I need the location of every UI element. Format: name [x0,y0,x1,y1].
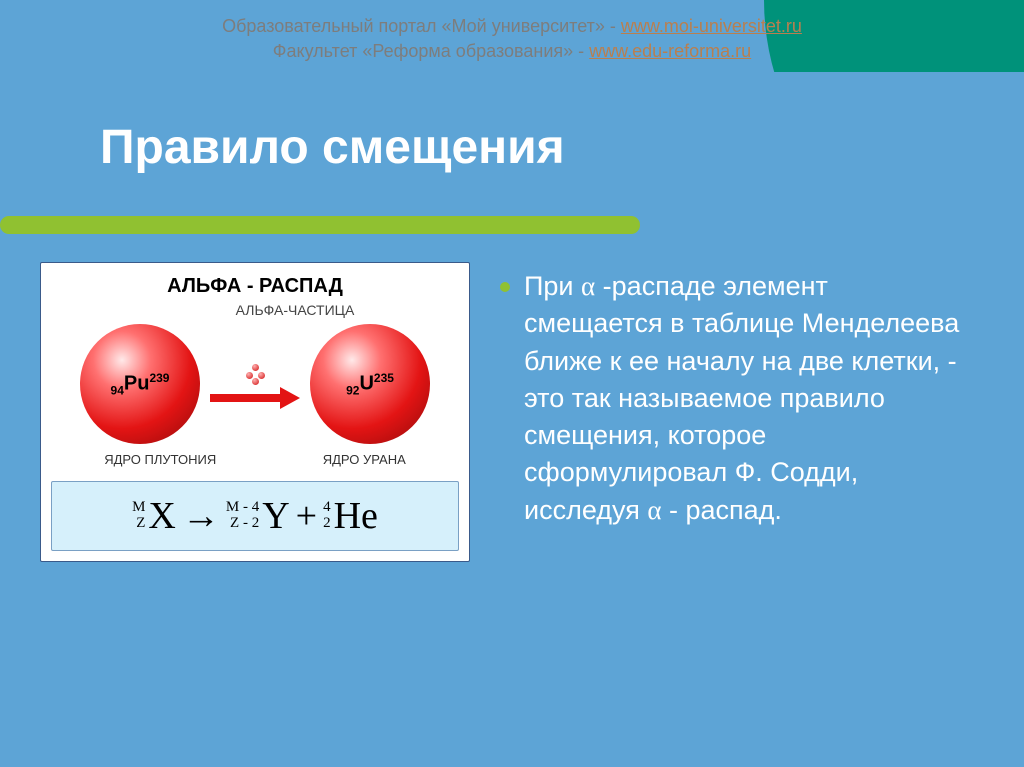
formula-box: MZ X → M - 4Z - 2 Y + 42 He [51,481,459,551]
nucleus-left-label: 94Pu239 [111,371,170,398]
nucleus-right: 92U235 [310,324,430,444]
slide-title: Правило смещения [100,120,565,175]
slide: Образовательный портал «Мой университет»… [0,0,1024,767]
nucleus-left-a: 239 [149,371,169,385]
arrow-icon [210,390,300,406]
content-row: АЛЬФА - РАСПАД АЛЬФА-ЧАСТИЦА 94Pu239 [40,262,974,562]
alpha-particle-icon [238,362,272,386]
nucleus-right-a: 235 [374,371,394,385]
nucleus-left-z: 94 [111,383,124,397]
header-link-2[interactable]: www.edu-reforma.ru [589,41,751,61]
formula-term-1: MZ X [132,494,176,538]
bullet-block: При α -распаде элемент смещается в табли… [500,262,974,562]
bullet-text: При α -распаде элемент смещается в табли… [524,268,974,562]
caption-right: ЯДРО УРАНА [323,452,406,467]
nuclei-captions: ЯДРО ПЛУТОНИЯ ЯДРО УРАНА [51,452,459,467]
nucleus-right-z: 92 [346,383,359,397]
title-underline [0,216,640,234]
diagram-title: АЛЬФА - РАСПАД [51,275,459,298]
arrow-block [210,362,300,406]
nuclei-row: 94Pu239 92U235 [51,324,459,444]
header: Образовательный портал «Мой университет»… [0,0,1024,64]
caption-left: ЯДРО ПЛУТОНИЯ [104,452,216,467]
nucleus-left: 94Pu239 [80,324,200,444]
header-text-2: Факультет «Реформа образования» - [273,41,589,61]
body: Правило смещения АЛЬФА - РАСПАД АЛЬФА-ЧА… [0,72,1024,767]
header-link-1[interactable]: www.moi-universitet.ru [621,16,802,36]
diagram-panel: АЛЬФА - РАСПАД АЛЬФА-ЧАСТИЦА 94Pu239 [40,262,470,562]
nucleus-right-sym: U [359,372,373,394]
formula-term-2: M - 4Z - 2 Y [226,494,290,538]
nucleus-left-sym: Pu [124,372,150,394]
formula-term-3: 42 He [323,494,378,538]
bullet-dot-icon [500,282,510,292]
formula-plus: + [296,494,317,538]
header-text-1: Образовательный портал «Мой университет»… [222,16,621,36]
formula-arrow: → [182,494,220,538]
nucleus-right-label: 92U235 [346,371,394,398]
diagram-subtitle: АЛЬФА-ЧАСТИЦА [51,302,459,318]
